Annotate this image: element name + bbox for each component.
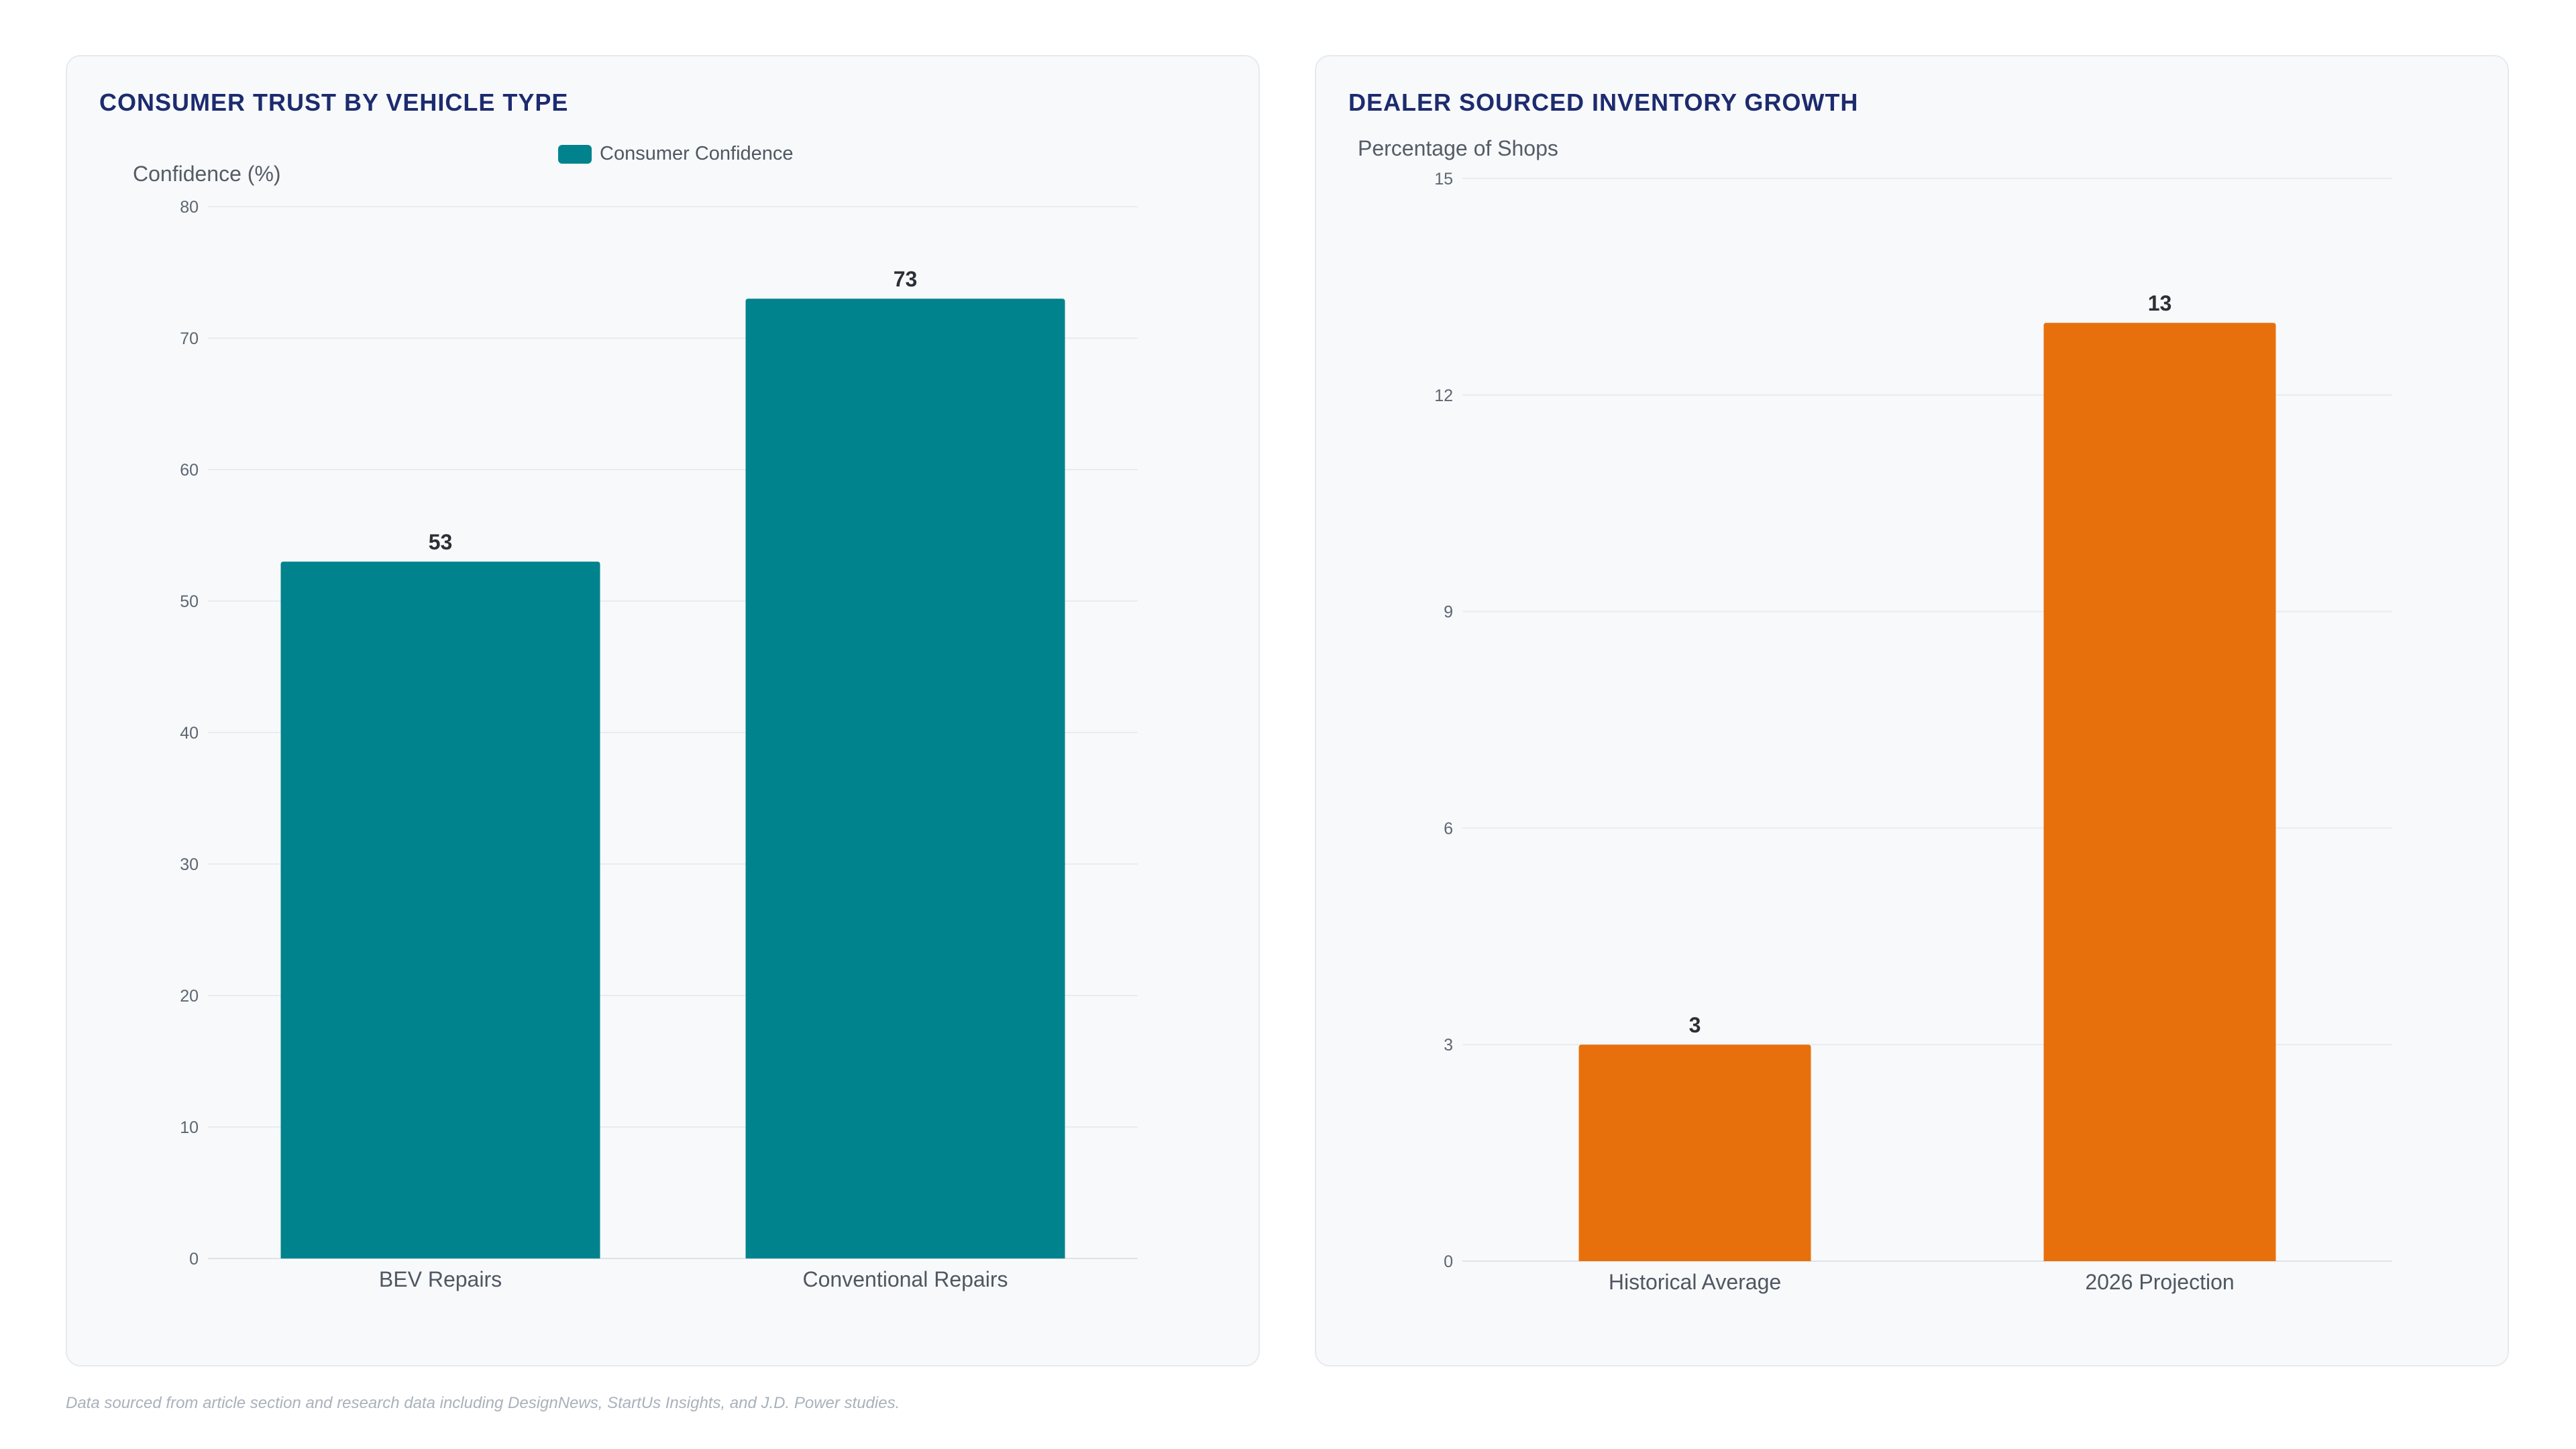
bar-chart-inventory-growth: 0 3 6 9 12 15 Percentage of Shops 3 Historical A… (1358, 136, 2392, 1294)
y-tick-label: 80 (180, 198, 199, 217)
y-tick-label: 10 (180, 1118, 199, 1137)
x-category-label: BEV Repairs (379, 1267, 502, 1291)
y-tick-label: 0 (189, 1250, 199, 1269)
bar (1578, 1044, 1811, 1261)
chart-title: DEALER SOURCED INVENTORY GROWTH (1348, 89, 1859, 116)
x-category-label: 2026 Projection (2085, 1270, 2234, 1294)
y-tick-label: 9 (1444, 603, 1453, 622)
bar (280, 561, 600, 1259)
y-tick-label: 30 (180, 855, 199, 874)
y-tick-label: 12 (1434, 386, 1453, 405)
bar-value-label: 53 (429, 530, 453, 554)
bar (2043, 323, 2276, 1262)
legend-label: Consumer Confidence (600, 143, 794, 164)
source-footnote: Data sourced from article section and re… (66, 1394, 900, 1412)
chart-title: CONSUMER TRUST BY VEHICLE TYPE (99, 89, 569, 116)
bar-value-label: 3 (1689, 1013, 1701, 1037)
y-tick-label: 60 (180, 461, 199, 480)
y-tick-label: 6 (1444, 819, 1453, 838)
bar-value-label: 73 (894, 267, 918, 291)
y-tick-label: 50 (180, 592, 199, 611)
y-tick-label: 20 (180, 987, 199, 1006)
x-category-label: Historical Average (1609, 1270, 1781, 1294)
y-axis-label: Confidence (%) (133, 162, 281, 186)
legend-swatch (558, 145, 592, 164)
chart-panel-inventory-growth: DEALER SOURCED INVENTORY GROWTH 0 3 6 9 12 15… (1315, 55, 2509, 1366)
bar-value-label: 13 (2148, 291, 2172, 315)
y-tick-label: 40 (180, 724, 199, 743)
y-tick-label: 15 (1434, 170, 1453, 189)
chart-panel-consumer-trust: CONSUMER TRUST BY VEHICLE TYPE 0 10 20 30 40… (66, 55, 1260, 1366)
y-tick-label: 0 (1444, 1252, 1453, 1271)
y-tick-label: 70 (180, 329, 199, 348)
bar-chart-consumer-trust: 0 10 20 30 40 50 60 70 80 Confidence (%) Consumer … (133, 143, 1138, 1291)
y-axis-label: Percentage of Shops (1358, 136, 1558, 160)
bar (745, 299, 1065, 1259)
y-tick-label: 3 (1444, 1036, 1453, 1055)
x-category-label: Conventional Repairs (803, 1267, 1008, 1291)
